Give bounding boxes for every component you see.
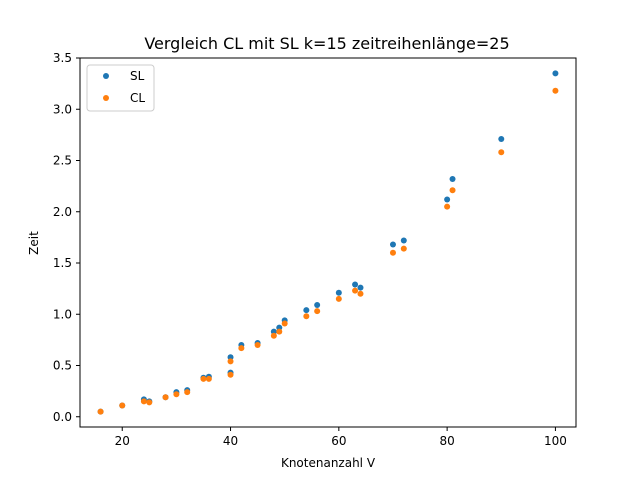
data-point-sl xyxy=(449,175,456,182)
data-point-cl xyxy=(335,295,342,302)
data-point-cl xyxy=(146,399,153,406)
data-point-cl xyxy=(389,249,396,256)
data-point-cl xyxy=(200,375,207,382)
data-point-cl xyxy=(352,287,359,294)
data-point-cl xyxy=(184,389,191,396)
data-point-sl xyxy=(335,289,342,296)
data-point-cl xyxy=(314,308,321,315)
y-tick-label: 1.5 xyxy=(53,256,72,270)
data-point-cl xyxy=(254,342,261,348)
data-point-cl xyxy=(303,313,310,320)
y-tick-label: 1.0 xyxy=(53,307,72,321)
x-tick-label: 20 xyxy=(115,434,130,448)
data-point-cl xyxy=(498,149,505,156)
data-point-sl xyxy=(389,241,396,248)
data-point-sl xyxy=(314,302,321,309)
y-tick-label: 0.0 xyxy=(53,410,72,424)
data-point-sl xyxy=(552,70,559,77)
legend-label-sl: SL xyxy=(130,69,145,83)
data-point-cl xyxy=(270,332,277,339)
data-point-cl xyxy=(281,320,288,327)
data-point-sl xyxy=(444,196,451,203)
legend-marker-cl xyxy=(103,95,109,101)
data-point-cl xyxy=(173,391,180,398)
data-point-cl xyxy=(162,394,169,401)
data-point-cl xyxy=(227,358,234,365)
ticks-layer: 20 40 60 80 100 0.0 0.5 1.0 1.5 2.0 2.5 3.0 3.5 xyxy=(53,51,567,448)
data-point-sl xyxy=(352,281,359,288)
y-tick-label: 3.0 xyxy=(53,102,72,116)
data-point-sl xyxy=(227,354,234,361)
data-point-sl xyxy=(400,237,407,244)
data-point-cl xyxy=(552,87,559,94)
data-point-cl xyxy=(119,402,126,409)
y-tick-label: 3.5 xyxy=(53,51,72,65)
legend-marker-sl xyxy=(103,73,109,79)
data-point-cl xyxy=(238,345,245,352)
x-tick-label: 60 xyxy=(331,434,346,448)
data-point-cl xyxy=(140,398,147,405)
y-tick-label: 2.5 xyxy=(53,154,72,168)
data-point-cl xyxy=(400,245,407,252)
x-tick-label: 100 xyxy=(544,434,567,448)
legend: SL CL xyxy=(86,64,155,112)
x-tick-label: 80 xyxy=(439,434,454,448)
chart-title: Vergleich CL mit SL k=15 zeitreihenlänge… xyxy=(144,34,509,53)
data-point-cl xyxy=(276,328,283,335)
data-point-cl xyxy=(205,375,212,382)
data-point-cl xyxy=(444,203,451,210)
data-point-sl xyxy=(270,328,277,335)
x-tick-label: 40 xyxy=(223,434,238,448)
data-point-sl xyxy=(303,307,310,314)
data-point-sl xyxy=(357,284,364,291)
data-point-cl xyxy=(449,187,456,194)
y-tick-label: 0.5 xyxy=(53,359,72,373)
y-axis-label: Zeit xyxy=(27,231,41,255)
data-point-sl xyxy=(276,324,283,331)
y-tick-label: 2.0 xyxy=(53,205,72,219)
x-axis-label: Knotenanzahl V xyxy=(281,456,376,470)
data-point-sl xyxy=(498,135,505,142)
data-point-cl xyxy=(227,371,234,378)
series-cl xyxy=(97,87,559,415)
data-point-cl xyxy=(97,408,104,415)
plot-frame xyxy=(79,57,577,428)
series-sl xyxy=(97,70,559,415)
legend-label-cl: CL xyxy=(130,91,145,105)
points-layer xyxy=(97,70,559,415)
data-point-cl xyxy=(357,290,364,297)
